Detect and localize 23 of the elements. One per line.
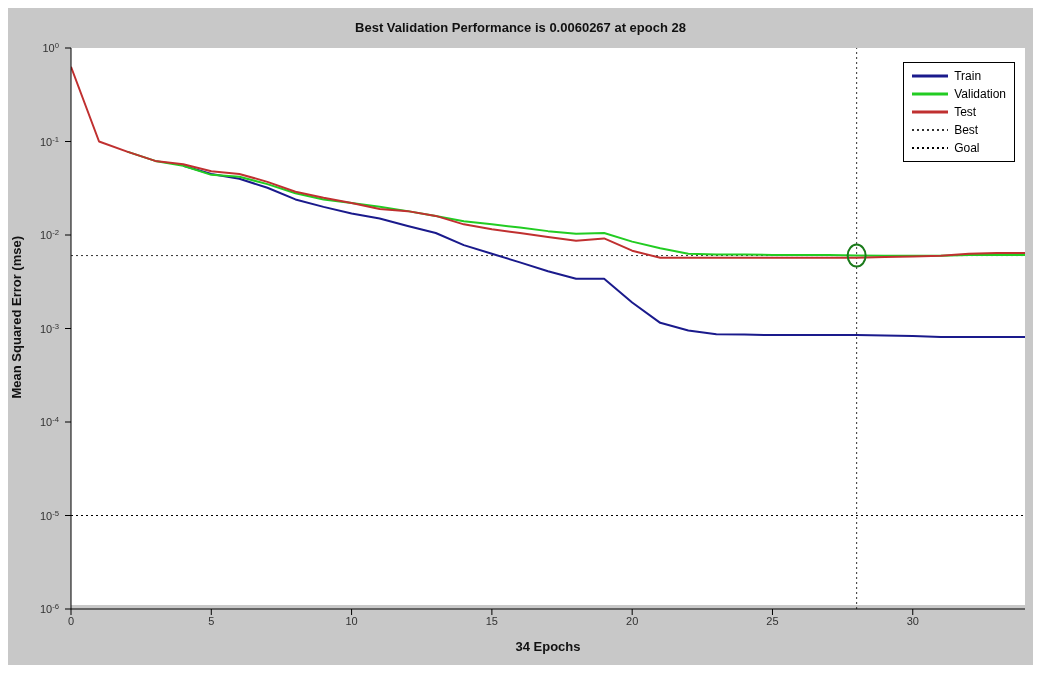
legend-label: Validation <box>954 86 1006 103</box>
y-tick-label: 10$^{-1}$ <box>39 134 59 148</box>
legend-label: Train <box>954 68 982 85</box>
y-tick-label: 10$^{-6}$ <box>39 601 59 615</box>
x-tick-label: 20 <box>626 614 639 627</box>
y-tick-label: 10$^{0}$ <box>42 40 59 54</box>
chart-title: Best Validation Performance is 0.0060267 at epoch 28 <box>355 20 686 35</box>
x-tick-label: 0 <box>67 614 75 627</box>
legend-label: Best <box>954 122 979 139</box>
x-axis-title: 34 Epochs <box>515 639 581 654</box>
line-series <box>71 65 1025 259</box>
y-tick-label: 10$^{-2}$ <box>39 227 59 241</box>
y-axis-title: Mean Squared Error (mse) <box>8 235 24 399</box>
y-tick-label: 10$^{-5}$ <box>39 508 59 522</box>
x-tick-label: 25 <box>766 614 779 627</box>
y-tick-label: 10$^{-3}$ <box>39 321 59 335</box>
legend-label: Test <box>954 104 977 121</box>
x-tick-label: 15 <box>485 614 499 627</box>
legend-label: Goal <box>954 140 980 157</box>
x-tick-label: 5 <box>208 614 215 627</box>
x-tick-label: 30 <box>906 614 919 627</box>
x-tick-label: 10 <box>345 614 358 627</box>
y-tick-label: 10$^{-4}$ <box>39 414 60 428</box>
